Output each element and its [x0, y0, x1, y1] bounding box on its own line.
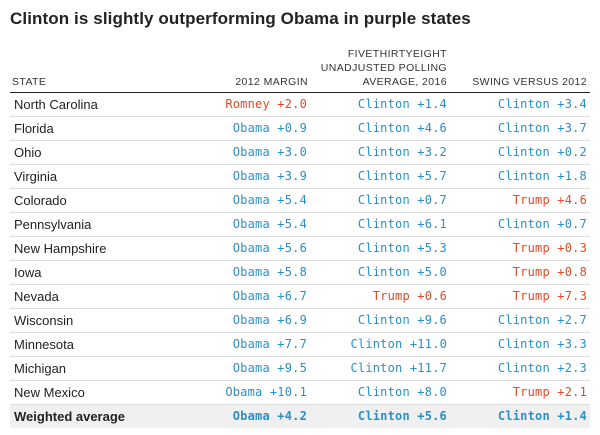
cell-state: Colorado: [10, 188, 195, 213]
cell-swing: Trump +0.8: [450, 260, 590, 285]
cell-polling-average: Clinton +9.6: [310, 308, 450, 333]
cell-swing: Trump +0.3: [450, 236, 590, 261]
cell-state: Michigan: [10, 356, 195, 381]
cell-state: Iowa: [10, 260, 195, 285]
cell-polling-average: Clinton +4.6: [310, 116, 450, 141]
table-row: North Carolina Romney +2.0 Clinton +1.4 Cli…: [10, 92, 590, 117]
cell-swing: Clinton +3.3: [450, 332, 590, 357]
cell-polling-average: Clinton +3.2: [310, 140, 450, 165]
cell-polling-average: Clinton +6.1: [310, 212, 450, 237]
cell-polling-average: Clinton +0.7: [310, 188, 450, 213]
table-row: Ohio Obama +3.0 Clinton +3.2 Clinton +0.2: [10, 140, 590, 165]
cell-2012-margin: Obama +0.9: [195, 116, 310, 141]
cell-swing: Trump +2.1: [450, 380, 590, 405]
column-header-swing: SWING VERSUS 2012: [450, 34, 590, 93]
cell-swing: Trump +4.6: [450, 188, 590, 213]
cell-2012-margin: Obama +9.5: [195, 356, 310, 381]
cell-swing: Clinton +3.7: [450, 116, 590, 141]
table-row: Pennsylvania Obama +5.4 Clinton +6.1 Clinto…: [10, 212, 590, 237]
cell-polling-average: Clinton +5.0: [310, 260, 450, 285]
table-row: New Hampshire Obama +5.6 Clinton +5.3 Trump…: [10, 236, 590, 261]
table-title: Clinton is slightly outperforming Obama …: [10, 9, 471, 28]
cell-state: New Hampshire: [10, 236, 195, 261]
cell-polling-average: Clinton +11.0: [310, 332, 450, 357]
cell-2012-margin: Obama +5.6: [195, 236, 310, 261]
table-body: North Carolina Romney +2.0 Clinton +1.4 Cli…: [10, 92, 590, 428]
cell-polling-average: Clinton +5.7: [310, 164, 450, 189]
cell-state: Florida: [10, 116, 195, 141]
cell-state: Pennsylvania: [10, 212, 195, 237]
cell-swing: Clinton +1.8: [450, 164, 590, 189]
cell-polling-average: Clinton +5.3: [310, 236, 450, 261]
cell-polling-average: Clinton +11.7: [310, 356, 450, 381]
cell-swing: Clinton +0.2: [450, 140, 590, 165]
cell-2012-margin: Obama +3.0: [195, 140, 310, 165]
table-row: New Mexico Obama +10.1 Clinton +8.0 Trump +…: [10, 380, 590, 405]
cell-swing: Clinton +0.7: [450, 212, 590, 237]
table-row: Wisconsin Obama +6.9 Clinton +9.6 Clinton +…: [10, 308, 590, 333]
cell-2012-margin: Romney +2.0: [195, 92, 310, 117]
cell-state: New Mexico: [10, 380, 195, 405]
cell-swing: Clinton +2.3: [450, 356, 590, 381]
cell-2012-margin: Obama +4.2: [195, 404, 310, 428]
column-header-2012-margin: 2012 MARGIN: [195, 34, 310, 93]
table-header: STATE 2012 MARGIN FIVETHIRTYEIGHT UNADJU…: [10, 34, 590, 93]
average-row: Weighted average Obama +4.2 Clinton +5.6 Cl…: [10, 404, 590, 428]
cell-swing: Clinton +3.4: [450, 92, 590, 117]
cell-2012-margin: Obama +6.9: [195, 308, 310, 333]
cell-2012-margin: Obama +7.7: [195, 332, 310, 357]
cell-state: Wisconsin: [10, 308, 195, 333]
column-header-polling-average: FIVETHIRTYEIGHT UNADJUSTED POLLING AVERA…: [310, 34, 450, 93]
cell-swing: Clinton +1.4: [450, 404, 590, 428]
cell-2012-margin: Obama +5.4: [195, 188, 310, 213]
polling-table: STATE 2012 MARGIN FIVETHIRTYEIGHT UNADJU…: [10, 34, 590, 428]
cell-state: North Carolina: [10, 92, 195, 117]
cell-state: Nevada: [10, 284, 195, 309]
header-row: STATE 2012 MARGIN FIVETHIRTYEIGHT UNADJU…: [10, 34, 590, 93]
cell-polling-average: Clinton +1.4: [310, 92, 450, 117]
cell-polling-average: Clinton +5.6: [310, 404, 450, 428]
cell-polling-average: Clinton +8.0: [310, 380, 450, 405]
table-row: Colorado Obama +5.4 Clinton +0.7 Trump +4.6: [10, 188, 590, 213]
table-row: Michigan Obama +9.5 Clinton +11.7 Clinton +…: [10, 356, 590, 381]
cell-polling-average: Trump +0.6: [310, 284, 450, 309]
cell-swing: Clinton +2.7: [450, 308, 590, 333]
cell-2012-margin: Obama +5.8: [195, 260, 310, 285]
cell-state: Ohio: [10, 140, 195, 165]
table-row: Florida Obama +0.9 Clinton +4.6 Clinton +3.…: [10, 116, 590, 141]
table-row: Nevada Obama +6.7 Trump +0.6 Trump +7.3: [10, 284, 590, 309]
table-row: Iowa Obama +5.8 Clinton +5.0 Trump +0.8: [10, 260, 590, 285]
cell-2012-margin: Obama +5.4: [195, 212, 310, 237]
cell-2012-margin: Obama +10.1: [195, 380, 310, 405]
table-row: Virginia Obama +3.9 Clinton +5.7 Clinton +1…: [10, 164, 590, 189]
cell-state: Weighted average: [10, 404, 195, 428]
cell-2012-margin: Obama +3.9: [195, 164, 310, 189]
column-header-state: STATE: [10, 34, 195, 93]
table-row: Minnesota Obama +7.7 Clinton +11.0 Clinton …: [10, 332, 590, 357]
cell-swing: Trump +7.3: [450, 284, 590, 309]
cell-state: Virginia: [10, 164, 195, 189]
cell-2012-margin: Obama +6.7: [195, 284, 310, 309]
cell-state: Minnesota: [10, 332, 195, 357]
